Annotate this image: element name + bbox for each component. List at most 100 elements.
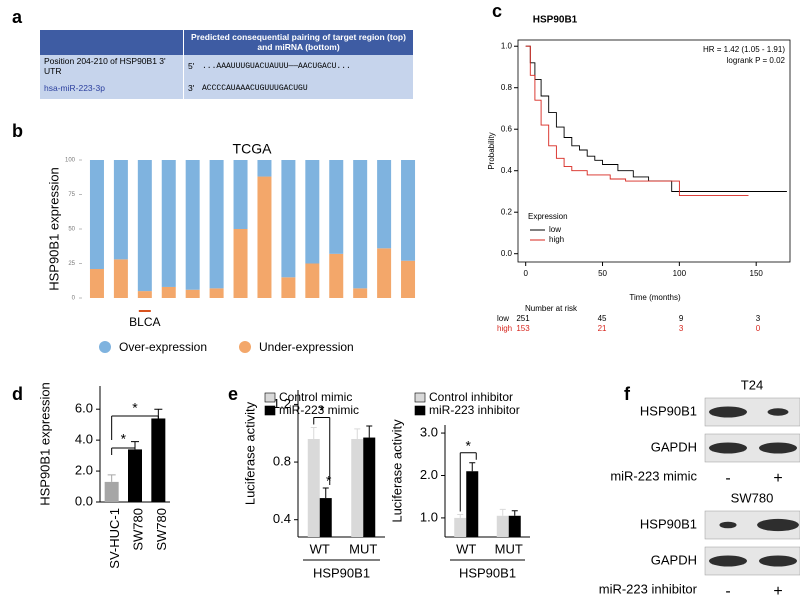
blot-band [709, 555, 747, 567]
significance-mark: * [132, 400, 138, 416]
legend-swatch [414, 405, 426, 416]
risk-count: 21 [598, 324, 607, 333]
legend-marker [99, 341, 111, 353]
risk-count: 9 [679, 314, 684, 323]
significance-mark: * [326, 473, 332, 489]
x-tick-label: WT [456, 541, 476, 556]
y-tick-label: 0.0 [501, 249, 513, 258]
bar-segment [329, 253, 344, 298]
blot-band [767, 408, 789, 416]
panel-label: b [12, 121, 23, 141]
bar [508, 515, 521, 537]
header-text: Predicted consequential pairing of targe… [191, 32, 406, 52]
table-header: Predicted consequential pairing of targe… [40, 30, 413, 55]
lane-sign: + [773, 583, 782, 600]
bar-segment [353, 160, 368, 289]
panel-label: f [624, 384, 631, 404]
blot-band [709, 406, 747, 418]
x-axis-label: HSP90B1 [459, 565, 516, 580]
table-row: Position 204-210 of HSP90B1 3' UTR 5' ..… [40, 55, 413, 77]
row-label: hsa-miR-223-3p [40, 77, 184, 99]
table-row: hsa-miR-223-3p 3' ACCCCAUAAACUGUUUGACUGU [40, 77, 413, 99]
legend-swatch [414, 392, 426, 403]
y-tick-label: 0.6 [501, 124, 513, 133]
panel-label: d [12, 384, 23, 404]
bar-segment [89, 269, 104, 298]
plot-frame [517, 39, 791, 263]
y-tick-label: 0.2 [501, 207, 513, 216]
bar-segment [233, 160, 248, 229]
y-tick-label: 25 [68, 261, 75, 267]
bar [351, 439, 364, 537]
treatment-label: miR-223 mimic [610, 468, 697, 483]
y-tick-label: 1.0 [501, 41, 513, 50]
bar [151, 418, 166, 502]
bar [363, 437, 376, 537]
legend-label: Over-expression [119, 340, 207, 354]
band-label: GAPDH [651, 552, 697, 567]
error-bar [469, 462, 476, 472]
bar-segment [401, 260, 416, 298]
y-axis-label: HSP90B1 expression [37, 382, 52, 506]
cell-line-label: SW780 [731, 490, 774, 505]
bar-segment [89, 160, 104, 270]
y-axis-label: Probability [487, 132, 496, 169]
x-tick-label: SV-HUC-1 [107, 508, 122, 569]
bar-segment [377, 248, 392, 298]
significance-mark: * [466, 437, 472, 453]
error-bar [310, 426, 317, 439]
x-axis-label: Time (months) [629, 293, 681, 302]
blot-band [757, 518, 799, 532]
panel-label: a [12, 7, 23, 27]
error-bar [511, 510, 518, 516]
error-bar [457, 514, 464, 518]
x-tick-label: 100 [673, 269, 687, 278]
row-label: Position 204-210 of HSP90B1 3' UTR [40, 55, 184, 77]
legend-marker [239, 341, 251, 353]
legend-label: miR-223 inhibitor [429, 403, 520, 417]
risk-table-title: Number at risk [525, 304, 578, 313]
bar-segment [185, 160, 200, 290]
significance-mark: * [319, 402, 325, 418]
bar-segment [113, 259, 128, 298]
band-label: HSP90B1 [640, 516, 697, 531]
bar-segment [281, 160, 296, 278]
lane-sign: - [725, 470, 730, 487]
error-bar [366, 425, 373, 438]
y-tick-label: 2.0 [420, 467, 438, 482]
bar-segment [137, 291, 152, 298]
blot-band [759, 442, 797, 454]
treatment-label: miR-223 inhibitor [599, 581, 698, 596]
y-tick-label: 0.8 [273, 453, 291, 468]
sequence: ACCCCAUAAACUGUUUGACUGU [202, 83, 308, 93]
y-tick-label: 1.0 [420, 509, 438, 524]
panel-label: c [492, 1, 502, 21]
bar-segment [257, 176, 272, 298]
risk-row-label: low [497, 314, 509, 323]
y-tick-label: 0.4 [501, 166, 513, 175]
legend-swatch [264, 405, 276, 416]
y-tick-label: 0.4 [273, 511, 291, 526]
y-tick-label: 0.0 [75, 493, 93, 508]
bar [307, 439, 320, 537]
y-tick-label: 50 [68, 227, 75, 233]
blot-band [759, 555, 797, 567]
bar-segment [377, 160, 392, 249]
blot-band [719, 521, 737, 529]
x-tick-label: SW780 [130, 508, 145, 551]
bar [104, 481, 119, 502]
bar-segment [209, 288, 224, 298]
blot-band [709, 442, 747, 454]
bar-segment [209, 160, 224, 289]
annotation: HR = 1.42 (1.05 - 1.91) [703, 45, 785, 54]
error-bar [107, 474, 116, 482]
x-tick-label: 150 [750, 269, 764, 278]
legend-swatch [264, 392, 276, 403]
band-label: HSP90B1 [640, 403, 697, 418]
x-tick-label: BLCA [129, 315, 160, 329]
y-tick-label: 2.0 [75, 463, 93, 478]
risk-count: 0 [756, 324, 761, 333]
risk-count: 251 [516, 314, 530, 323]
error-bar [322, 487, 329, 499]
legend-label: Control mimic [279, 390, 352, 404]
